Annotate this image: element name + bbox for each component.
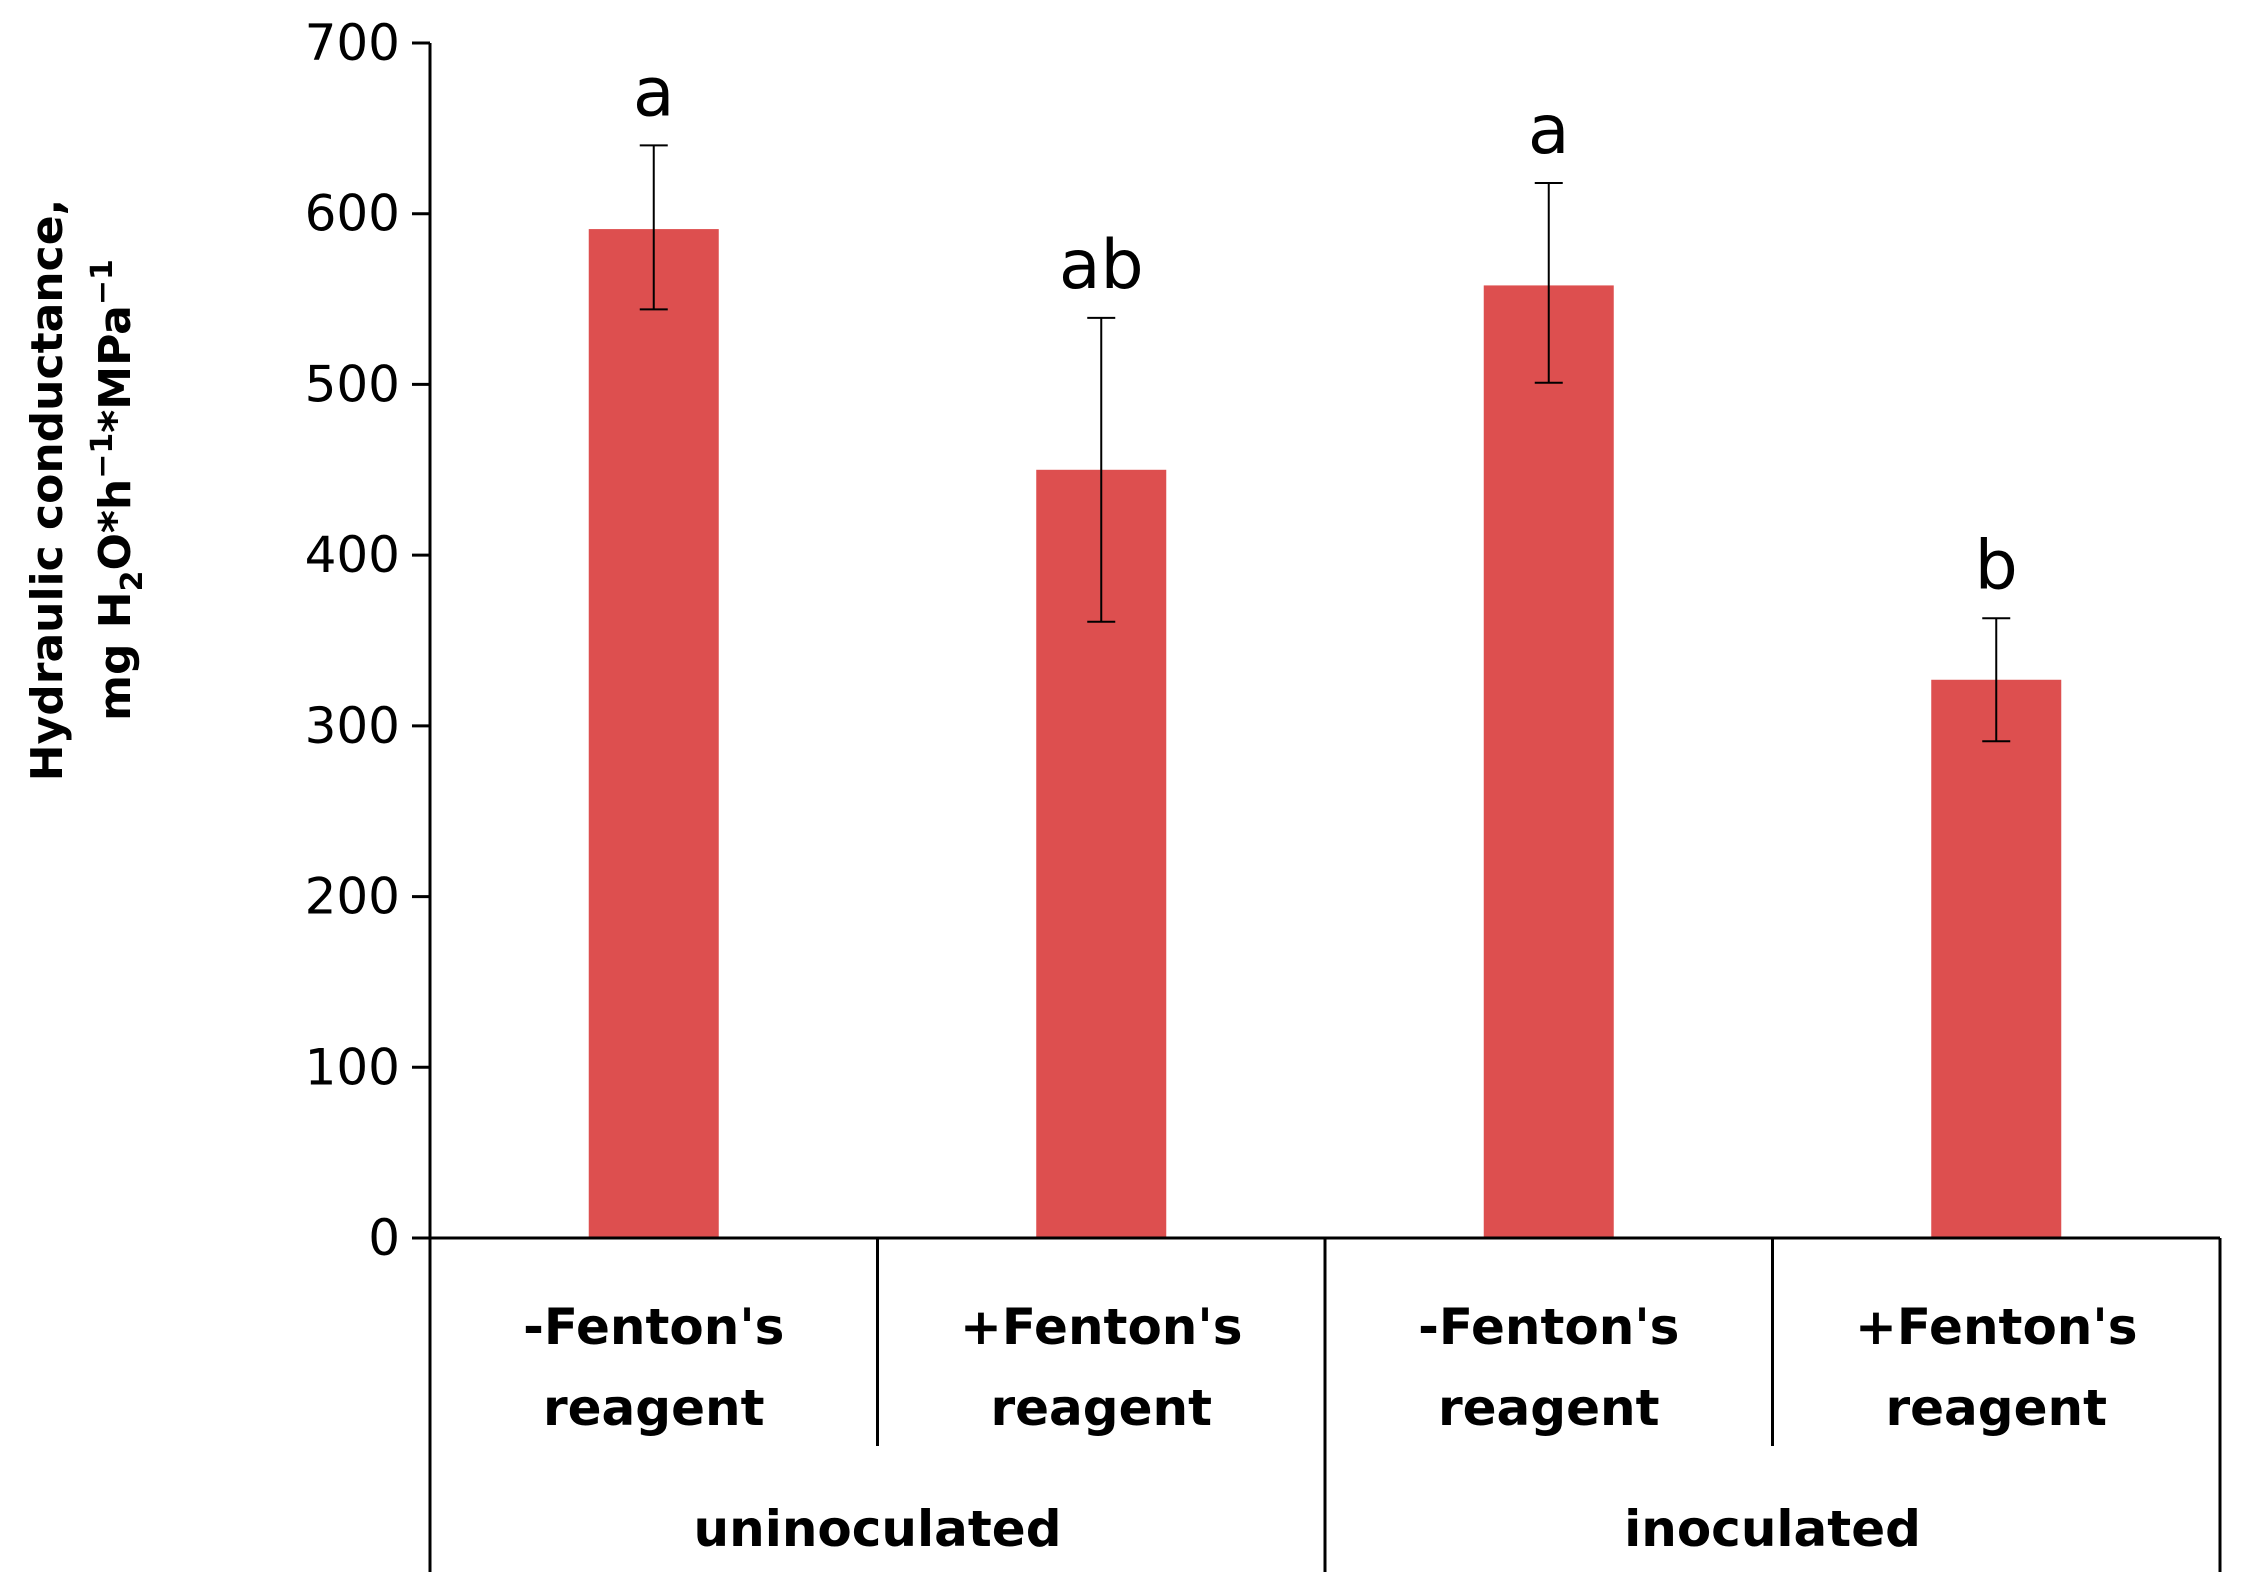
y-tick-label-0: 0	[368, 1209, 400, 1267]
category-label-line2-1: reagent	[990, 1379, 1212, 1437]
y-axis-title-superscript2: −1	[85, 259, 120, 305]
category-label-line1-3: +Fenton's	[1855, 1298, 2137, 1356]
y-axis-title-subscript: 2	[115, 570, 150, 591]
category-label-line2-2: reagent	[1438, 1379, 1660, 1437]
category-label-line2-0: reagent	[543, 1379, 765, 1437]
y-tick-label-5: 500	[305, 355, 400, 413]
significance-letter-1: ab	[1059, 226, 1144, 305]
y-tick-label-3: 300	[305, 697, 400, 755]
significance-letter-3: b	[1975, 526, 2018, 605]
bar-3	[1931, 679, 2062, 1238]
group-label-1: inoculated	[1624, 1500, 1921, 1558]
bar-0	[588, 229, 719, 1239]
y-tick-label-1: 100	[305, 1038, 400, 1096]
category-label-line1-0: -Fenton's	[523, 1298, 784, 1356]
y-axis-title-superscript1: −1	[85, 433, 120, 479]
y-axis-title-mid2: *MPa	[90, 305, 141, 433]
plot-area: aabab0100200300400500600700-Fenton'sreag…	[305, 14, 2222, 1572]
category-label-line1-2: -Fenton's	[1418, 1298, 1679, 1356]
group-label-0: uninoculated	[694, 1500, 1062, 1558]
y-axis-title-prefix: mg H	[90, 591, 141, 721]
category-label-line1-1: +Fenton's	[960, 1298, 1242, 1356]
y-axis-title-line1: Hydraulic conductance,	[22, 199, 73, 782]
y-axis-title-mid1: O*h	[90, 479, 141, 571]
y-tick-label-4: 400	[305, 526, 400, 584]
y-tick-label-2: 200	[305, 868, 400, 926]
significance-letter-2: a	[1528, 91, 1570, 170]
y-tick-label-7: 700	[305, 14, 400, 72]
significance-letter-0: a	[633, 53, 675, 132]
bar-2	[1483, 285, 1614, 1238]
y-tick-label-6: 600	[305, 185, 400, 243]
y-axis-title-line2: mg H2O*h−1*MPa−1	[85, 259, 150, 721]
category-label-line2-3: reagent	[1885, 1379, 2107, 1437]
